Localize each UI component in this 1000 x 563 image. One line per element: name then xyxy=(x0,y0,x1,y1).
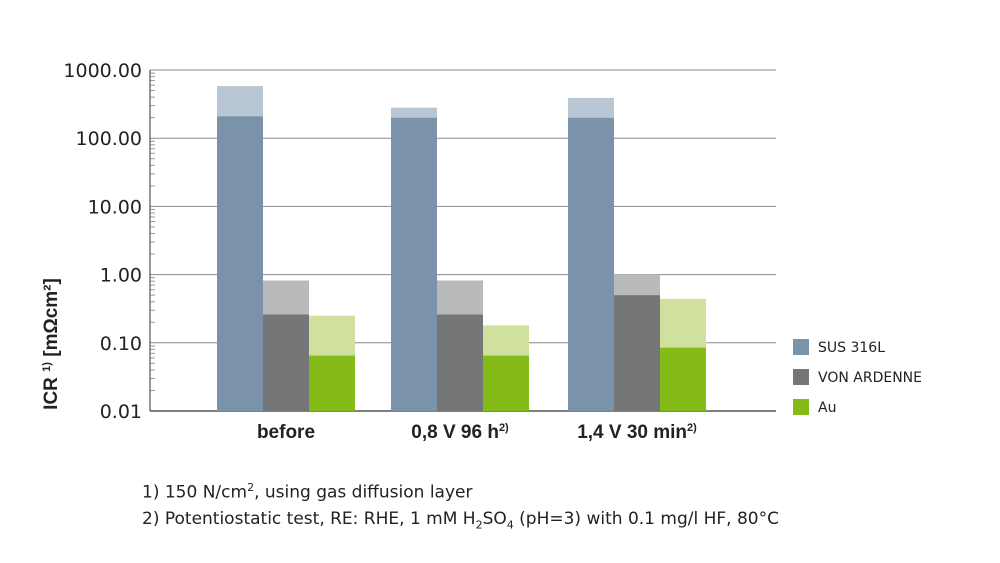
legend-swatch-sus-316l xyxy=(793,339,809,355)
footnote-1: 1) 150 N/cm2, using gas diffusion layer xyxy=(142,481,473,503)
bar-range-au-0 xyxy=(309,315,355,356)
y-tick-label-3: 1.00 xyxy=(100,265,142,287)
y-axis-label: ICR 1) [mΩcm²] xyxy=(41,278,62,410)
legend-label-sus-316l: SUS 316L xyxy=(818,340,885,356)
bar-sus-316l-0 xyxy=(217,116,263,412)
bar-sus-316l-1 xyxy=(391,117,437,412)
bar-von-ardenne-1 xyxy=(437,314,483,411)
bar-range-von-ardenne-2 xyxy=(614,274,660,296)
footnote-2: 2) Potentiostatic test, RE: RHE, 1 mM H2… xyxy=(142,509,779,532)
bar-sus-316l-2 xyxy=(568,117,614,412)
bar-range-sus-316l-1 xyxy=(391,107,437,118)
y-tick-label-0: 1000.00 xyxy=(63,60,142,82)
bar-au-2 xyxy=(660,347,706,411)
bar-au-1 xyxy=(483,355,529,411)
y-tick-label-4: 0.10 xyxy=(100,333,142,355)
bar-range-sus-316l-0 xyxy=(217,86,263,117)
bar-range-von-ardenne-0 xyxy=(263,280,309,315)
icr-bar-chart: 1000.00 100.00 10.00 1.00 0.10 0.01 before 0,8 … xyxy=(41,60,922,443)
y-tick-label-5: 0.01 xyxy=(100,401,142,423)
legend-label-au: Au xyxy=(818,400,836,416)
bar-von-ardenne-2 xyxy=(614,295,660,411)
bar-range-au-2 xyxy=(660,298,706,348)
x-category-label-0: before xyxy=(257,422,315,443)
bar-von-ardenne-0 xyxy=(263,314,309,411)
legend-label-von-ardenne: VON ARDENNE xyxy=(818,370,922,386)
y-tick-label-2: 10.00 xyxy=(88,196,142,218)
legend-swatch-au xyxy=(793,399,809,415)
bar-range-au-1 xyxy=(483,325,529,356)
x-category-label-2: 1,4 V 30 min2) xyxy=(577,422,697,443)
bar-range-von-ardenne-1 xyxy=(437,280,483,315)
y-tick-label-1: 100.00 xyxy=(76,128,142,150)
bar-range-sus-316l-2 xyxy=(568,97,614,118)
x-category-label-1: 0,8 V 96 h2) xyxy=(411,422,509,443)
bar-au-0 xyxy=(309,355,355,411)
legend-swatch-von-ardenne xyxy=(793,369,809,385)
